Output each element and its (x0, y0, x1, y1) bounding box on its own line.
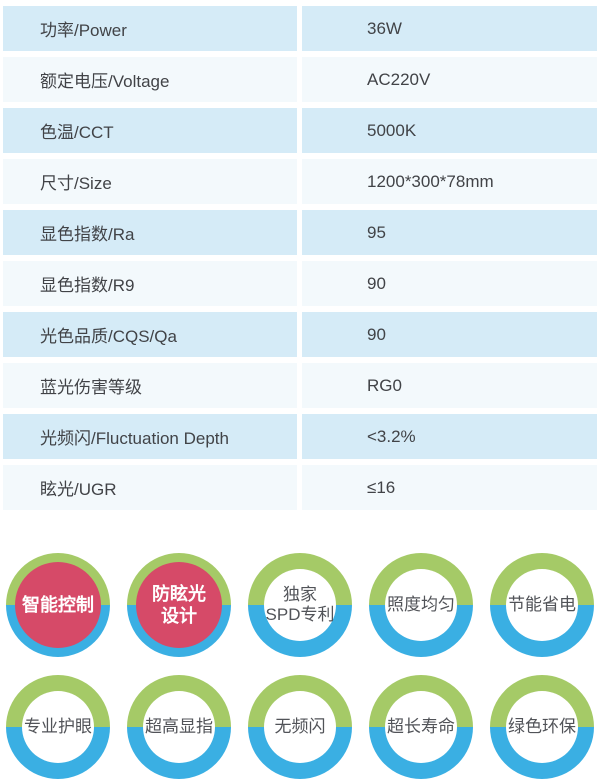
badge-flicker-free: 无频闪 (248, 675, 352, 779)
spec-value: 90 (302, 312, 597, 357)
badge-inner-circle (506, 569, 578, 641)
badge-ultra-high-cri: 超高显指 (127, 675, 231, 779)
badge-inner-circle (22, 691, 94, 763)
badge-row-2: 专业护眼 超高显指 无频闪 超长寿命 (0, 675, 600, 779)
spec-label: 额定电压/Voltage (3, 57, 297, 102)
spec-label: 光频闪/Fluctuation Depth (3, 414, 297, 459)
feature-badges: 智能控制 防眩光 设计 独家 SPD专利 (0, 553, 600, 779)
badge-label: 照度均匀 (387, 595, 455, 614)
spec-value: 95 (302, 210, 597, 255)
table-row: 眩光/UGR ≤16 (3, 465, 597, 510)
table-row: 光色品质/CQS/Qa 90 (3, 312, 597, 357)
spec-value: ≤16 (302, 465, 597, 510)
table-row: 蓝光伤害等级 RG0 (3, 363, 597, 408)
badge-professional-eye-care: 专业护眼 (6, 675, 110, 779)
table-row: 显色指数/Ra 95 (3, 210, 597, 255)
badge-inner-circle (264, 569, 336, 641)
table-row: 尺寸/Size 1200*300*78mm (3, 159, 597, 204)
spec-label: 光色品质/CQS/Qa (3, 312, 297, 357)
spec-value: AC220V (302, 57, 597, 102)
badge-inner-circle (136, 562, 222, 648)
badge-smart-control: 智能控制 (6, 553, 110, 657)
spec-label: 显色指数/R9 (3, 261, 297, 306)
badge-exclusive-spd-patent: 独家 SPD专利 (248, 553, 352, 657)
spec-value: 1200*300*78mm (302, 159, 597, 204)
badge-label: 超长寿命 (387, 717, 455, 736)
spec-value: 90 (302, 261, 597, 306)
badge-inner-circle (385, 691, 457, 763)
badge-label: 专业护眼 (24, 717, 92, 736)
badge-label: 绿色环保 (508, 717, 576, 736)
spec-value: <3.2% (302, 414, 597, 459)
badge-row-1: 智能控制 防眩光 设计 独家 SPD专利 (0, 553, 600, 657)
spec-label: 功率/Power (3, 6, 297, 51)
spec-label: 色温/CCT (3, 108, 297, 153)
badge-inner-circle (15, 562, 101, 648)
badge-label: 防眩光 设计 (152, 584, 206, 626)
badge-long-lifespan: 超长寿命 (369, 675, 473, 779)
badge-label: 智能控制 (22, 595, 94, 615)
spec-label: 显色指数/Ra (3, 210, 297, 255)
badge-label: 无频闪 (274, 717, 326, 736)
badge-label: 独家 SPD专利 (265, 585, 335, 624)
table-row: 光频闪/Fluctuation Depth <3.2% (3, 414, 597, 459)
table-row: 色温/CCT 5000K (3, 108, 597, 153)
badge-eco-friendly: 绿色环保 (490, 675, 594, 779)
spec-label: 尺寸/Size (3, 159, 297, 204)
spec-value: RG0 (302, 363, 597, 408)
badge-label: 节能省电 (508, 595, 576, 614)
spec-label: 蓝光伤害等级 (3, 363, 297, 408)
badge-inner-circle (264, 691, 336, 763)
table-row: 功率/Power 36W (3, 6, 597, 51)
badge-uniform-illuminance: 照度均匀 (369, 553, 473, 657)
badge-label: 超高显指 (145, 717, 213, 736)
spec-value: 5000K (302, 108, 597, 153)
badge-inner-circle (385, 569, 457, 641)
badge-energy-saving: 节能省电 (490, 553, 594, 657)
badge-anti-glare-design: 防眩光 设计 (127, 553, 231, 657)
badge-inner-circle (143, 691, 215, 763)
spec-value: 36W (302, 6, 597, 51)
spec-table: 功率/Power 36W 额定电压/Voltage AC220V 色温/CCT … (3, 6, 597, 510)
table-row: 额定电压/Voltage AC220V (3, 57, 597, 102)
badge-inner-circle (506, 691, 578, 763)
spec-label: 眩光/UGR (3, 465, 297, 510)
table-row: 显色指数/R9 90 (3, 261, 597, 306)
